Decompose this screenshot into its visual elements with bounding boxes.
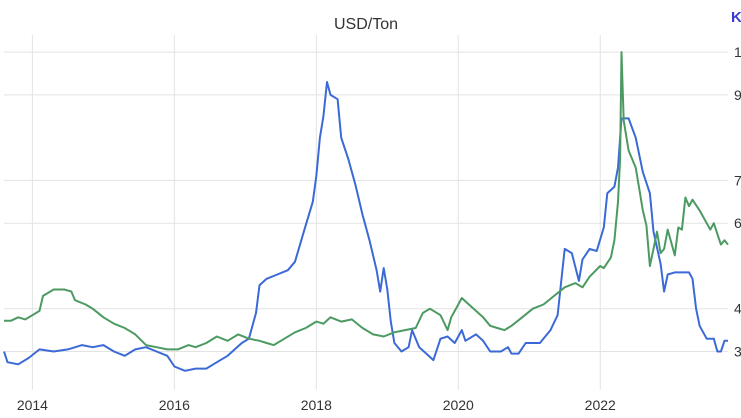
grid-lines: [4, 35, 728, 390]
x-tick-label: 2014: [17, 397, 48, 413]
x-tick-label: 2016: [159, 397, 190, 413]
x-tick-label: 2022: [585, 397, 616, 413]
y-tick-label: 4: [734, 301, 741, 317]
series-line-1: [4, 51, 729, 351]
chart-title: USD/Ton: [334, 16, 398, 33]
series-group: [3, 51, 729, 372]
corner-label: K: [731, 9, 741, 26]
y-tick-label: 9: [734, 87, 741, 103]
y-tick-label: 6: [734, 215, 741, 231]
x-tick-label: 2018: [301, 397, 332, 413]
y-tick-label: 7: [734, 172, 741, 188]
y-tick-label: 3: [734, 344, 741, 360]
y-tick-label: 1: [734, 44, 741, 60]
x-tick-label: 2020: [443, 397, 474, 413]
series-line-0: [3, 81, 728, 372]
y-axis-ticks: 1 9 7 6 4 3: [734, 44, 741, 359]
x-axis-ticks: 2014 2016 2018 2020 2022: [17, 397, 616, 413]
